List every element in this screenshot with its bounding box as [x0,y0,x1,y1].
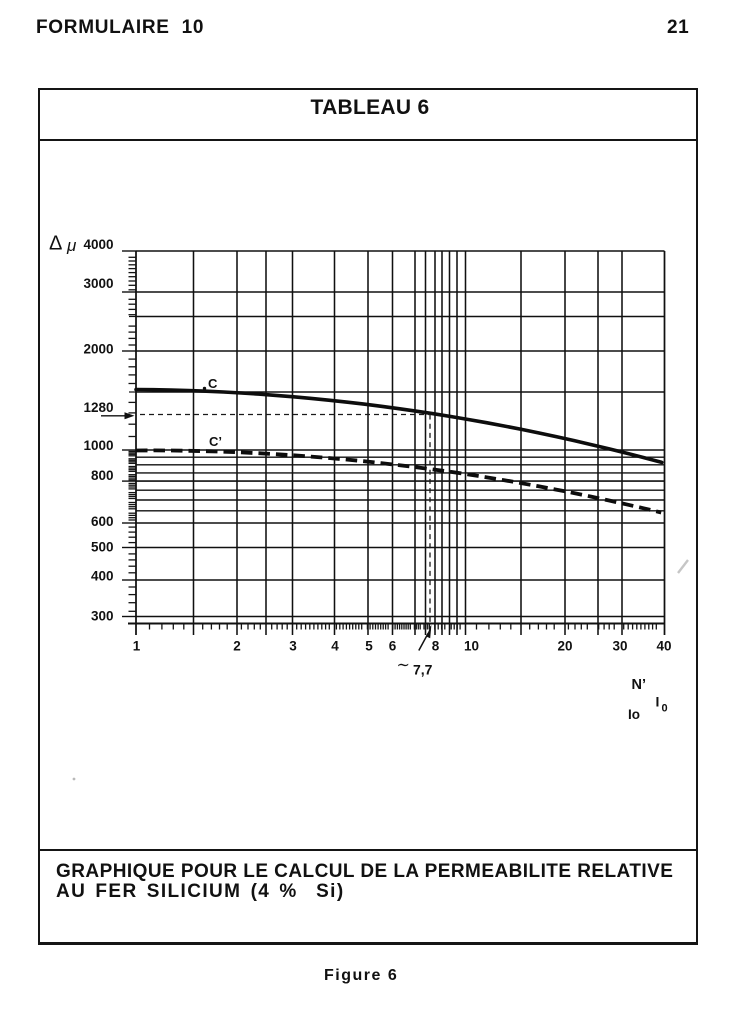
svg-text:8: 8 [432,638,440,653]
svg-text:∼: ∼ [397,657,410,674]
svg-text:2: 2 [233,638,241,653]
svg-text:I: I [656,694,660,710]
svg-text:3000: 3000 [83,276,113,291]
svg-text:7,7: 7,7 [413,662,433,678]
svg-text:800: 800 [91,468,114,483]
svg-text:10: 10 [464,638,479,653]
svg-text:4: 4 [331,638,339,653]
svg-text:2000: 2000 [83,342,113,357]
svg-text:C: C [208,376,218,391]
svg-text:30: 30 [612,638,627,653]
svg-text:20: 20 [557,638,572,653]
svg-text:300: 300 [91,608,114,623]
svg-text:N’: N’ [632,677,647,693]
svg-text:4000: 4000 [83,237,113,252]
svg-text:40: 40 [656,638,671,653]
svg-text:μ: μ [66,236,77,255]
svg-text:3: 3 [289,638,297,653]
svg-text:1000: 1000 [83,438,113,453]
svg-text:5: 5 [365,638,373,653]
svg-text:Δ: Δ [49,233,62,255]
svg-text:6: 6 [389,638,397,653]
svg-text:500: 500 [91,539,114,554]
svg-text:1: 1 [133,638,141,653]
svg-text:Io: Io [628,707,640,722]
svg-text:400: 400 [91,569,114,584]
svg-text:1280: 1280 [83,400,113,415]
svg-text:600: 600 [91,514,114,529]
svg-text:0: 0 [662,703,668,715]
svg-text:C’: C’ [209,434,222,449]
